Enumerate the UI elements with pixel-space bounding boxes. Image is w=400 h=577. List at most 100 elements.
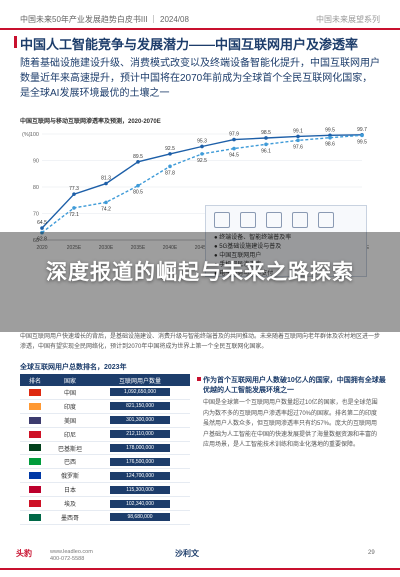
data-label: 87.8 bbox=[165, 170, 175, 176]
section-heading: 作为首个互联网用户人数破10亿人的国家，中国拥有全球最优越的人工智能发展环境之一 bbox=[203, 377, 386, 394]
users-cell: 212,110,000 bbox=[90, 430, 190, 439]
drivers-box: ● 终端设备、智能终端普及率 ● 5G基础设施建设与普及 ● 中国互联网用户 ● 手机… bbox=[205, 205, 367, 277]
title-accent bbox=[14, 36, 17, 48]
table-header: 排名 国家 互联网用户数量 bbox=[20, 374, 190, 386]
driver-item: ● 终端设备、智能终端普及率 bbox=[214, 235, 292, 241]
users-cell: 98,680,000 bbox=[90, 513, 190, 522]
users-value: 212,110,000 bbox=[110, 430, 170, 439]
users-value: 115,300,000 bbox=[110, 485, 170, 494]
country-cell: 印尼 bbox=[63, 432, 76, 439]
y-tick-label: 90 bbox=[33, 159, 39, 165]
country-flag-icon bbox=[29, 416, 41, 424]
x-tick-label: 2025E bbox=[67, 245, 82, 251]
x-tick-label: 2020 bbox=[36, 245, 47, 251]
flag-cell bbox=[20, 416, 50, 424]
data-label: 99.5 bbox=[325, 127, 335, 133]
users-cell: 115,300,000 bbox=[90, 485, 190, 494]
banner-title: 深度报道的崛起与未来之路探索 bbox=[46, 261, 354, 284]
country-cell: 中国 bbox=[63, 390, 76, 397]
data-point bbox=[168, 164, 172, 169]
driver-item: ● 5G基础设施建设与普及 bbox=[214, 244, 282, 250]
flag-cell bbox=[20, 472, 50, 480]
shopping-cart-icon bbox=[318, 212, 334, 228]
users-value: 301,300,000 bbox=[110, 416, 170, 425]
page-title: 中国人工智能竞争与发展潜力——中国互联网用户及渗透率 bbox=[20, 37, 359, 52]
data-point bbox=[40, 230, 44, 235]
data-label: 89.5 bbox=[133, 154, 143, 160]
server-icon bbox=[214, 212, 230, 228]
country-flag-icon bbox=[29, 458, 41, 466]
chart-caption: 中国互联网与移动互联网渗透率及预测，2020-2070E bbox=[20, 119, 161, 125]
data-point bbox=[200, 144, 204, 149]
table-row: 埃及 102,340,000 bbox=[20, 497, 190, 512]
flag-cell bbox=[20, 402, 50, 410]
table-row: 日本 115,300,000 bbox=[20, 483, 190, 498]
data-label: 94.5 bbox=[229, 153, 239, 159]
table-row: 俄罗斯 124,700,000 bbox=[20, 469, 190, 484]
table-row: 印度 821,150,000 bbox=[20, 400, 190, 414]
section-bullet bbox=[197, 377, 201, 381]
table-row: 巴基斯坦 178,000,000 bbox=[20, 442, 190, 456]
country-flag-icon bbox=[29, 513, 41, 521]
data-point bbox=[264, 136, 268, 140]
y-tick-label: 70 bbox=[33, 212, 39, 218]
data-label: 99.1 bbox=[293, 128, 303, 134]
data-point bbox=[328, 135, 332, 140]
users-value: 176,500,000 bbox=[110, 457, 170, 466]
data-point bbox=[72, 206, 76, 210]
country-cell: 墨西哥 bbox=[60, 515, 79, 522]
leadleo-logo: 头豹 bbox=[16, 549, 32, 558]
table-row: 巴西 176,500,000 bbox=[20, 455, 190, 470]
country-cell: 日本 bbox=[63, 488, 76, 495]
table-header-country: 国家 bbox=[63, 378, 76, 385]
data-point bbox=[360, 133, 364, 138]
country-cell: 俄罗斯 bbox=[60, 474, 79, 481]
data-label: 99.5 bbox=[357, 139, 367, 145]
data-point bbox=[136, 160, 140, 164]
data-point bbox=[232, 146, 236, 151]
country-flag-icon bbox=[29, 486, 41, 494]
country-cell: 巴基斯坦 bbox=[57, 446, 82, 453]
cloud-icon bbox=[266, 212, 282, 228]
data-label: 99.7 bbox=[357, 127, 367, 133]
flag-cell bbox=[20, 430, 50, 438]
frost-sullivan-logo: 沙利文 bbox=[175, 549, 199, 558]
country-flag-icon bbox=[29, 444, 41, 452]
data-label: 92.5 bbox=[197, 158, 207, 164]
data-point bbox=[232, 137, 236, 142]
data-point bbox=[104, 181, 108, 186]
users-value: 821,150,000 bbox=[110, 402, 170, 411]
data-point bbox=[296, 134, 300, 139]
users-cell: 124,700,000 bbox=[90, 471, 190, 480]
data-point bbox=[264, 142, 268, 147]
users-value: 102,340,000 bbox=[110, 499, 170, 508]
users-cell: 176,500,000 bbox=[90, 457, 190, 466]
header-left: 中国未来50年产业发展趋势白皮书III ｜ 2024/08 bbox=[20, 15, 189, 24]
data-point bbox=[72, 192, 76, 196]
y-tick-label: 80 bbox=[33, 185, 39, 191]
data-point bbox=[40, 226, 44, 230]
flag-cell bbox=[20, 513, 50, 521]
data-label: 98.6 bbox=[325, 142, 335, 148]
leadleo-contact: www.leadleo.com 400-072-5588 bbox=[50, 549, 93, 562]
users-value: 1,092,650,000 bbox=[110, 388, 170, 397]
page-number: 29 bbox=[368, 550, 375, 556]
x-tick-label: 2030E bbox=[99, 245, 114, 251]
data-label: 97.9 bbox=[229, 132, 239, 138]
footer-rule bbox=[0, 568, 400, 570]
users-cell: 821,150,000 bbox=[90, 402, 190, 411]
flag-cell bbox=[20, 458, 50, 466]
country-flag-icon bbox=[29, 388, 41, 396]
country-flag-icon bbox=[29, 430, 41, 438]
data-label: 98.5 bbox=[261, 130, 271, 136]
y-tick-label: 100 bbox=[30, 132, 39, 138]
data-point bbox=[200, 152, 204, 156]
users-cell: 301,300,000 bbox=[90, 416, 190, 425]
x-tick-label: 2035E bbox=[131, 245, 146, 251]
users-value: 98,680,000 bbox=[110, 513, 170, 522]
header-right: 中国未来展望系列 bbox=[316, 15, 380, 24]
section-body: 中国是全球第一个互联网用户数量超过10亿的国家，也是全球范围内为数不多的互联网用… bbox=[203, 400, 378, 448]
country-cell: 巴西 bbox=[63, 460, 76, 467]
country-flag-icon bbox=[29, 402, 41, 410]
